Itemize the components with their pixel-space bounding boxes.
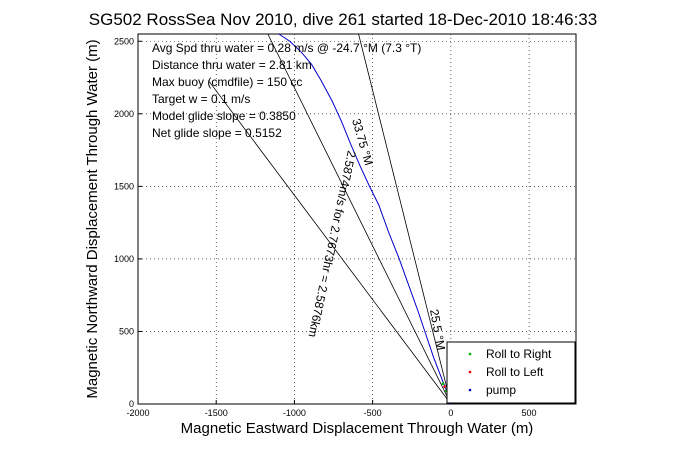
x-axis-label: Magnetic Eastward Displacement Through W… [181,420,534,437]
y-tick-label: 1000 [114,254,134,264]
annotation-net-glide: Net glide slope = 0.5152 [152,126,282,140]
legend: Roll to Right Roll to Left pump [446,341,576,404]
tick-labels: -2000 -1500 -1000 -500 0 500 0 500 1000 1500 2000 2… [114,36,537,418]
legend-marker-roll-left [468,370,472,374]
chart-title: SG502 RossSea Nov 2010, dive 261 started… [89,10,597,29]
legend-label-roll-left: Roll to Left [486,365,544,379]
annotation-block: Avg Spd thru water = 0.28 m/s @ -24.7 °M… [152,41,421,140]
series-point-roll-to-left [443,385,446,388]
x-tick-label: 500 [522,408,537,418]
legend-box [446,341,576,404]
x-tick-label: -2000 [126,408,149,418]
y-tick-label: 0 [129,399,134,409]
x-tick-label: 0 [448,408,453,418]
series-line-track [278,33,452,405]
series-point-roll-to-right [441,382,445,385]
legend-label-pump: pump [486,383,516,397]
y-tick-label: 2000 [114,109,134,119]
y-tick-label: 2500 [114,36,134,46]
guide-line [358,33,452,405]
annotation-distance: Distance thru water = 2.81 km [152,58,312,72]
x-tick-label: -500 [364,408,382,418]
x-tick-label: -1500 [205,408,228,418]
y-tick-label: 1500 [114,181,134,191]
guide-lines [208,33,452,405]
y-tick-label: 500 [119,326,134,336]
guide-line [267,33,452,405]
guide-line [208,80,452,405]
legend-marker-roll-right [468,352,472,356]
y-axis-label: Magnetic Northward Displacement Through … [84,39,101,398]
annotation-target-w: Target w = 0.1 m/s [152,92,250,106]
x-tick-label: -1000 [283,408,306,418]
legend-label-roll-right: Roll to Right [486,347,552,361]
legend-marker-pump [468,388,472,392]
annotation-max-buoy: Max buoy (cmdfile) = 150 cc [152,75,302,89]
annotation-model-glide: Model glide slope = 0.3850 [152,109,296,123]
annotation-avg-speed: Avg Spd thru water = 0.28 m/s @ -24.7 °M… [152,41,421,55]
